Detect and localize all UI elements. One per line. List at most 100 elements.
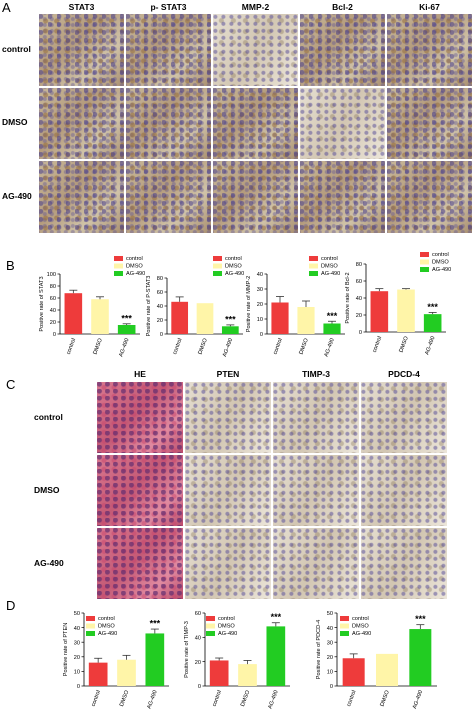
y-axis-label: Positive rate of PTEN	[63, 623, 69, 676]
bar	[209, 660, 229, 686]
legend-label: control	[432, 252, 449, 258]
legend-label: DMSO	[126, 264, 143, 270]
micrograph-image	[96, 454, 184, 527]
y-tick-label: 20	[195, 660, 201, 666]
micrograph-image	[38, 160, 125, 234]
row-label-0: control	[2, 43, 31, 54]
y-tick-label: 20	[327, 655, 333, 661]
x-tick-label: DMSO	[93, 337, 105, 355]
legend-swatch	[420, 267, 429, 272]
bar	[88, 662, 108, 686]
micrograph-image	[299, 13, 386, 87]
x-tick-label: AG-490	[412, 690, 424, 710]
y-axis-label: Positive rate of STAT3	[39, 276, 45, 331]
y-tick-label: 50	[327, 611, 333, 617]
x-tick-label: DMSO	[198, 337, 210, 355]
micrograph-image	[184, 527, 272, 600]
y-tick-label: 30	[327, 640, 333, 646]
legend-swatch	[309, 271, 318, 276]
bar-chart: 0 20 40 60 Positive rate of TIMP-3 control DMS…	[184, 611, 290, 710]
y-tick-label: 40	[257, 272, 263, 278]
micrograph-image	[360, 381, 448, 454]
y-tick-label: 20	[74, 655, 80, 661]
significance-stars: ***	[121, 313, 132, 323]
legend-label: control	[352, 616, 369, 622]
x-tick-label: control	[66, 338, 77, 356]
row-label-2: AG-490	[34, 557, 64, 568]
bar-chart: 0 10 20 30 40 50 Positive rate of PTEN control D…	[63, 611, 169, 710]
micrograph-image	[212, 160, 299, 234]
bar	[423, 314, 442, 332]
y-tick-label: 80	[50, 284, 56, 290]
x-tick-label: AG-490	[146, 690, 158, 710]
y-tick-label: 30	[74, 640, 80, 646]
bar	[271, 302, 289, 334]
y-tick-label: 0	[359, 330, 362, 336]
column-header-4: Ki-67	[419, 2, 440, 12]
significance-stars: ***	[150, 619, 161, 629]
y-axis-label: Positive rate of TIMP-3	[184, 621, 190, 678]
legend-swatch	[420, 252, 429, 257]
y-tick-label: 60	[50, 296, 56, 302]
micrograph-image	[272, 454, 360, 527]
x-tick-label: control	[172, 338, 183, 356]
y-tick-label: 40	[327, 626, 333, 632]
micrograph-image	[272, 527, 360, 600]
y-tick-label: 40	[157, 304, 163, 310]
micrograph-image	[38, 13, 125, 87]
legend-label: control	[126, 256, 143, 262]
x-tick-label: control	[212, 690, 223, 708]
x-tick-label: AG-490	[424, 336, 436, 356]
micrograph-image	[125, 86, 212, 160]
y-tick-label: 60	[356, 279, 362, 285]
y-tick-label: 10	[74, 670, 80, 676]
bar-chart: 0 10 20 30 40 Positive rate of MMP-2 control DM…	[246, 256, 345, 358]
legend-label: control	[321, 256, 338, 262]
column-header-1: p- STAT3	[150, 2, 187, 12]
bar	[64, 293, 83, 334]
column-header-3: Bcl-2	[332, 2, 353, 12]
bar	[297, 307, 315, 334]
legend-swatch	[213, 256, 222, 261]
y-tick-label: 0	[260, 332, 263, 338]
y-tick-label: 10	[257, 317, 263, 323]
legend-swatch	[213, 263, 222, 269]
x-tick-label: AG-490	[267, 690, 279, 710]
y-tick-label: 40	[195, 636, 201, 642]
legend-swatch	[340, 623, 349, 629]
panel-b-label: B	[6, 258, 15, 273]
micrograph-image	[125, 160, 212, 234]
micrograph-image	[299, 86, 386, 160]
bar	[171, 301, 189, 334]
legend-label: AG-490	[432, 267, 451, 273]
bar	[370, 291, 389, 332]
x-tick-label: control	[272, 338, 283, 356]
x-tick-label: DMSO	[299, 337, 311, 355]
significance-stars: ***	[415, 614, 426, 624]
bar	[91, 299, 109, 334]
y-tick-label: 60	[195, 611, 201, 617]
x-tick-label: control	[372, 336, 383, 354]
x-tick-label: DMSO	[240, 689, 252, 707]
x-tick-label: control	[346, 690, 357, 708]
x-tick-label: AG-490	[222, 338, 234, 358]
micrograph-image	[38, 86, 125, 160]
micrograph-image	[386, 13, 473, 87]
panel-d-label: D	[6, 598, 16, 613]
y-axis-label: Positive rate of P-STAT3	[146, 276, 152, 337]
micrograph-image	[212, 13, 299, 87]
bar	[376, 653, 398, 686]
micrograph-image	[386, 160, 473, 234]
legend-label: AG-490	[98, 631, 117, 637]
column-header-0: STAT3	[68, 2, 95, 12]
y-axis-label: Positive rate of Bcl-2	[345, 272, 351, 323]
micrograph-image	[96, 381, 184, 454]
y-axis-label: Positive rate of MMP-2	[246, 276, 252, 333]
y-axis-label: Positive rate of PDCD-4	[316, 620, 322, 679]
bar	[342, 658, 365, 686]
legend-label: DMSO	[321, 264, 338, 270]
x-tick-label: AG-490	[324, 338, 336, 358]
bar	[397, 289, 415, 332]
